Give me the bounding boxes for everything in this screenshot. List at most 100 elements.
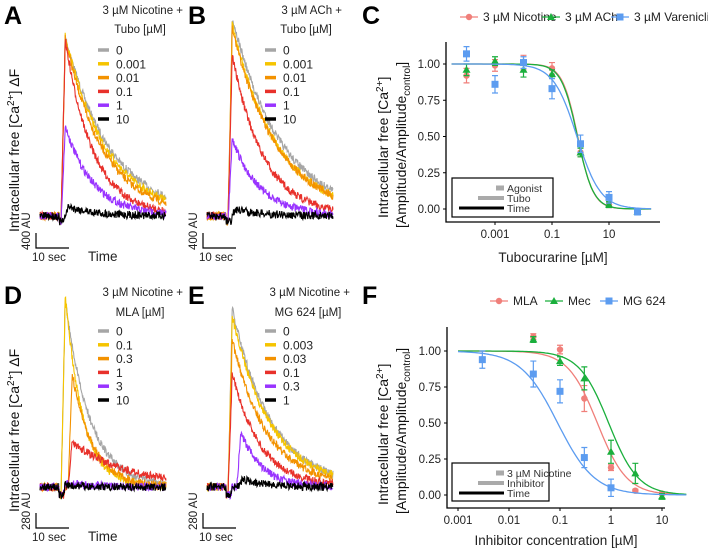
x-tick-label: 10 — [656, 515, 669, 527]
legend-item: 3 µM ACh — [542, 10, 618, 24]
legend-label: 0.3 — [116, 352, 133, 366]
legend-item: 3 µM Nicotine — [460, 10, 557, 24]
x-tick-label: 0.1 — [552, 515, 568, 527]
panel-c-ylabel-line1: Intracellular free [Ca2+] — [375, 77, 391, 218]
legend-item: 3 µM Varenicline — [611, 10, 708, 24]
data-point — [634, 208, 641, 216]
inner-legend-label: Time — [507, 488, 530, 500]
x-tick-label: 0.1 — [544, 229, 560, 241]
legend-label: 0.003 — [283, 338, 313, 352]
y-tick-label: 0.00 — [418, 204, 440, 216]
legend-label: 0.01 — [283, 71, 307, 85]
panel-letter-a: A — [4, 2, 22, 30]
series-mec — [458, 335, 687, 500]
data-point — [607, 464, 615, 471]
legend-label: 0.001 — [283, 57, 313, 71]
panel-c-ylabel-line2: [Amplitude/Amplitudecontrol] — [393, 62, 413, 228]
data-point — [556, 387, 564, 395]
legend-item: MLA — [490, 294, 538, 308]
legend-label: 0.3 — [283, 380, 300, 394]
y-tick-label: 0.00 — [419, 490, 441, 502]
data-point — [631, 469, 640, 477]
panel-letter-c: C — [362, 2, 380, 30]
x-tick-label: 1 — [608, 515, 614, 527]
fit-curve — [458, 350, 687, 495]
panel-b-scale-bar: 400 AU 10 sec — [188, 212, 236, 264]
panel-a-scale-bar: 400 AU 10 sec — [21, 212, 69, 264]
amplitude-scale-label: 280 AU — [188, 492, 200, 530]
y-tick-label: 1.00 — [419, 346, 441, 358]
panel-a-ylabel: Intracellular free [Ca2+] ΔF — [6, 69, 22, 232]
panel-c-plot: 0.00 0.25 0.50 0.75 1.00 0.001 0.1 10 — [418, 42, 660, 241]
data-point — [605, 200, 613, 208]
data-point — [580, 374, 589, 382]
amplitude-scale-label: 400 AU — [188, 212, 200, 250]
legend-label: 3 µM Nicotine — [483, 10, 557, 24]
data-point — [605, 193, 613, 201]
data-point — [605, 297, 613, 305]
x-tick-label: 0.001 — [444, 515, 473, 527]
axis-lines — [445, 42, 660, 223]
amplitude-scale-label: 400 AU — [21, 212, 33, 250]
legend-label: 1 — [283, 394, 290, 408]
series-3-µm-varenicline — [451, 46, 652, 216]
legend-label: 3 µM ACh — [565, 10, 618, 24]
legend-item: MG 624 — [600, 294, 666, 308]
y-tick-label: 0.75 — [418, 95, 440, 107]
panel-d-header-line2: MLA [µM] — [116, 307, 165, 319]
series-mg-624 — [457, 350, 687, 498]
data-point — [462, 65, 471, 73]
x-tick-label: 10 — [603, 229, 616, 241]
data-point — [519, 65, 528, 73]
time-scale-label: 10 sec — [199, 252, 233, 264]
legend-label: MG 624 — [623, 294, 666, 308]
amplitude-scale-label: 280 AU — [21, 492, 33, 530]
x-tick-label: 0.01 — [498, 515, 520, 527]
trace-line-1 — [206, 475, 334, 499]
data-point — [547, 13, 555, 20]
data-point — [478, 356, 486, 364]
panel-letter-b: B — [188, 2, 206, 30]
data-point — [491, 57, 499, 65]
panel-e-header-line1: 3 µM Nicotine + — [270, 287, 351, 299]
panel-f-xlabel: Inhibitor concentration [µM] — [474, 533, 637, 548]
panel-e-header-line2: MG 624 [µM] — [275, 307, 342, 319]
data-point — [529, 370, 537, 378]
legend-label: 0 — [116, 44, 123, 58]
legend-label: 0 — [283, 44, 290, 58]
legend-label: 0.001 — [116, 57, 146, 71]
y-tick-label: 0.50 — [419, 418, 441, 430]
data-point — [556, 346, 564, 353]
y-tick-label: 0.75 — [419, 382, 441, 394]
legend-label: 0 — [283, 325, 290, 339]
legend-label: 0.1 — [283, 85, 300, 99]
panel-f-ylabel-line1: Intracellular free [Ca2+] — [375, 364, 391, 505]
data-point — [607, 484, 615, 492]
panel-a-header-line2: Tubo [µM] — [114, 24, 166, 36]
legend-label: 0.03 — [283, 352, 307, 366]
legend-label: 1 — [283, 99, 290, 113]
trace-line-10 — [206, 205, 334, 225]
data-point — [550, 297, 558, 304]
data-point — [658, 492, 666, 500]
data-point — [581, 395, 588, 402]
panel-d-scale-bar: 280 AU 10 sec — [21, 492, 69, 544]
legend-label: 0.01 — [116, 71, 140, 85]
legend-label: 10 — [116, 113, 130, 127]
legend-label: 1 — [116, 99, 123, 113]
y-tick-label: 0.25 — [418, 168, 440, 180]
plot-layer: 00.0010.010.111000.0010.010.111000.10.31… — [39, 10, 708, 527]
trace-line-10 — [39, 480, 167, 500]
trace-line-10 — [39, 202, 167, 226]
time-scale-label: 10 sec — [199, 532, 233, 544]
panel-d-xlabel: Time — [88, 529, 118, 544]
inner-legend-label: Tubo — [507, 193, 531, 205]
legend-label: 0.1 — [116, 85, 133, 99]
data-point — [463, 50, 470, 58]
panel-b-traces — [206, 20, 334, 226]
